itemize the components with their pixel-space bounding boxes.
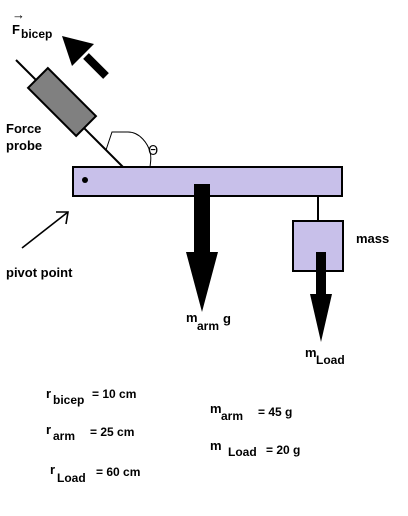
given-r-bicep: r bicep = 10 cm	[46, 386, 136, 407]
vector-arrow-symbol: →	[12, 7, 25, 22]
force-direction-arrow	[62, 36, 109, 79]
m-load-base: m	[305, 345, 317, 360]
r-bicep-subscript: bicep	[53, 393, 84, 407]
m-load-given-subscript: Load	[228, 445, 257, 459]
f-bicep-label: → F bicep	[12, 7, 52, 41]
theta-label: Θ	[148, 144, 158, 159]
r-arm-value: = 25 cm	[90, 425, 134, 439]
pivot-point-label: pivot point	[6, 265, 73, 280]
force-probe-label-line1: Force	[6, 121, 41, 136]
given-m-load: m Load = 20 g	[210, 438, 300, 459]
pivot-pointer-arrow	[21, 211, 69, 249]
m-arm-subscript: arm	[221, 409, 243, 423]
f-base: F	[12, 22, 20, 37]
r-arm-base: r	[46, 422, 51, 437]
m-arm-g-subscript: arm	[197, 319, 219, 333]
pivot-dot	[82, 177, 88, 183]
m-arm-value: = 45 g	[258, 405, 292, 419]
r-load-value: = 60 cm	[96, 465, 140, 479]
m-load-value: = 20 g	[266, 443, 300, 457]
load-weight-arrow	[310, 252, 332, 342]
f-subscript: bicep	[21, 27, 52, 41]
force-probe	[26, 66, 98, 138]
given-m-arm: m arm = 45 g	[210, 401, 292, 423]
r-load-base: r	[50, 462, 55, 477]
r-bicep-value: = 10 cm	[92, 387, 136, 401]
angle-arc	[105, 131, 152, 169]
force-arrowhead	[62, 36, 94, 66]
m-arm-g-tail: g	[223, 311, 231, 326]
given-r-load: r Load = 60 cm	[50, 462, 140, 485]
arm-weight-arrow	[186, 184, 218, 312]
given-r-arm: r arm = 25 cm	[46, 422, 134, 443]
m-arm-g-base: m	[186, 310, 198, 325]
r-bicep-base: r	[46, 386, 51, 401]
m-load-label: m Load	[305, 345, 345, 367]
r-load-subscript: Load	[57, 471, 86, 485]
m-load-subscript: Load	[316, 353, 345, 367]
r-arm-subscript: arm	[53, 429, 75, 443]
m-arm-base: m	[210, 401, 222, 416]
mass-label: mass	[356, 231, 389, 246]
force-probe-label-line2: probe	[6, 138, 42, 153]
m-arm-g-label: m arm g	[186, 310, 231, 333]
m-load-given-base: m	[210, 438, 222, 453]
